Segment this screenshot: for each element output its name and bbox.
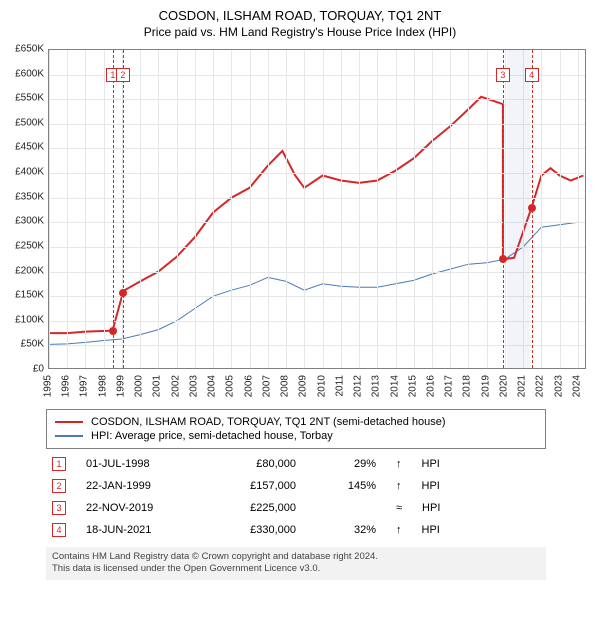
x-axis-tick-label: 2000 <box>134 375 145 397</box>
event-marker-dot <box>528 204 536 212</box>
event-row: 3 22-NOV-2019 £225,000 ≈ HPI <box>46 497 546 519</box>
y-axis-tick-label: £350K <box>6 191 44 202</box>
plot-region: 1234 <box>48 49 586 369</box>
event-pct: 29% <box>316 458 376 470</box>
event-number-box: 2 <box>116 68 130 82</box>
y-axis-tick-label: £550K <box>6 93 44 104</box>
y-axis-tick-label: £200K <box>6 265 44 276</box>
x-axis-tick-label: 2009 <box>298 375 309 397</box>
x-axis-tick-label: 2010 <box>316 375 327 397</box>
y-axis-tick-label: £500K <box>6 117 44 128</box>
x-axis-tick-label: 2002 <box>170 375 181 397</box>
x-axis-tick-label: 2005 <box>225 375 236 397</box>
x-axis-tick-label: 2023 <box>553 375 564 397</box>
y-axis-tick-label: £650K <box>6 44 44 55</box>
event-price: £157,000 <box>216 480 296 492</box>
event-row: 1 01-JUL-1998 £80,000 29% ↑ HPI <box>46 453 546 475</box>
event-price: £225,000 <box>216 502 296 514</box>
chart-area: 1234 £0£50K£100K£150K£200K£250K£300K£350… <box>6 45 592 405</box>
x-axis-tick-label: 2006 <box>243 375 254 397</box>
event-pct: 32% <box>316 524 376 536</box>
x-axis-tick-label: 2001 <box>152 375 163 397</box>
x-axis-tick-label: 2015 <box>407 375 418 397</box>
x-axis-tick-label: 1997 <box>79 375 90 397</box>
y-axis-tick-label: £450K <box>6 142 44 153</box>
event-relative-to: HPI <box>422 502 462 514</box>
y-axis-tick-label: £600K <box>6 68 44 79</box>
chart-subtitle: Price paid vs. HM Land Registry's House … <box>6 25 594 39</box>
legend-row: COSDON, ILSHAM ROAD, TORQUAY, TQ1 2NT (s… <box>55 416 537 428</box>
footer-line-2: This data is licensed under the Open Gov… <box>52 563 540 575</box>
y-axis-tick-label: £150K <box>6 290 44 301</box>
x-axis-tick-label: 2018 <box>462 375 473 397</box>
x-axis-tick-label: 2013 <box>371 375 382 397</box>
arrow-icon: ≈ <box>396 502 402 514</box>
y-axis-tick-label: £50K <box>6 339 44 350</box>
x-axis-tick-label: 1998 <box>97 375 108 397</box>
x-axis-tick-label: 2011 <box>334 375 345 397</box>
y-axis-tick-label: £400K <box>6 167 44 178</box>
chart-title: COSDON, ILSHAM ROAD, TORQUAY, TQ1 2NT <box>6 8 594 23</box>
arrow-icon: ↑ <box>396 480 402 492</box>
x-axis-tick-label: 1996 <box>61 375 72 397</box>
event-date: 22-NOV-2019 <box>86 502 196 514</box>
event-row: 2 22-JAN-1999 £157,000 145% ↑ HPI <box>46 475 546 497</box>
legend-swatch <box>55 435 83 437</box>
legend-swatch <box>55 421 83 423</box>
x-axis-tick-label: 2016 <box>425 375 436 397</box>
event-relative-to: HPI <box>422 524 462 536</box>
x-axis-tick-label: 2019 <box>480 375 491 397</box>
x-axis-tick-label: 2008 <box>280 375 291 397</box>
x-axis-tick-label: 2014 <box>389 375 400 397</box>
events-table: 1 01-JUL-1998 £80,000 29% ↑ HPI 2 22-JAN-1999 £1… <box>46 453 546 541</box>
event-price: £330,000 <box>216 524 296 536</box>
x-axis-tick-label: 2021 <box>517 375 528 397</box>
event-number-box: 4 <box>52 523 66 537</box>
x-axis-tick-label: 2020 <box>498 375 509 397</box>
event-pct: 145% <box>316 480 376 492</box>
event-marker-dot <box>119 289 127 297</box>
x-axis-tick-label: 1995 <box>43 375 54 397</box>
event-number-box: 2 <box>52 479 66 493</box>
footer-attribution: Contains HM Land Registry data © Crown c… <box>46 547 546 580</box>
footer-line-1: Contains HM Land Registry data © Crown c… <box>52 551 540 563</box>
x-axis-tick-label: 1999 <box>115 375 126 397</box>
legend-label: HPI: Average price, semi-detached house,… <box>91 430 333 442</box>
event-number-box: 3 <box>52 501 66 515</box>
event-relative-to: HPI <box>422 458 462 470</box>
legend-row: HPI: Average price, semi-detached house,… <box>55 430 537 442</box>
arrow-icon: ↑ <box>396 458 402 470</box>
event-marker-dot <box>499 255 507 263</box>
hpi-line <box>49 222 578 344</box>
x-axis-tick-label: 2022 <box>535 375 546 397</box>
legend-label: COSDON, ILSHAM ROAD, TORQUAY, TQ1 2NT (s… <box>91 416 446 428</box>
x-axis-tick-label: 2017 <box>444 375 455 397</box>
arrow-icon: ↑ <box>396 524 402 536</box>
y-axis-tick-label: £300K <box>6 216 44 227</box>
x-axis-tick-label: 2012 <box>353 375 364 397</box>
event-number-box: 3 <box>496 68 510 82</box>
event-date: 01-JUL-1998 <box>86 458 196 470</box>
x-axis-tick-label: 2003 <box>188 375 199 397</box>
y-axis-tick-label: £100K <box>6 314 44 325</box>
x-axis-tick-label: 2007 <box>261 375 272 397</box>
event-date: 22-JAN-1999 <box>86 480 196 492</box>
event-relative-to: HPI <box>422 480 462 492</box>
event-number-box: 1 <box>52 457 66 471</box>
event-guideline <box>503 50 504 368</box>
y-axis-tick-label: £250K <box>6 240 44 251</box>
event-guideline <box>113 50 114 368</box>
x-axis-tick-label: 2004 <box>207 375 218 397</box>
legend: COSDON, ILSHAM ROAD, TORQUAY, TQ1 2NT (s… <box>46 409 546 449</box>
event-marker-dot <box>109 327 117 335</box>
event-date: 18-JUN-2021 <box>86 524 196 536</box>
event-row: 4 18-JUN-2021 £330,000 32% ↑ HPI <box>46 519 546 541</box>
x-axis-tick-label: 2024 <box>571 375 582 397</box>
event-guideline <box>123 50 124 368</box>
event-number-box: 4 <box>525 68 539 82</box>
event-price: £80,000 <box>216 458 296 470</box>
y-axis-tick-label: £0 <box>6 364 44 375</box>
